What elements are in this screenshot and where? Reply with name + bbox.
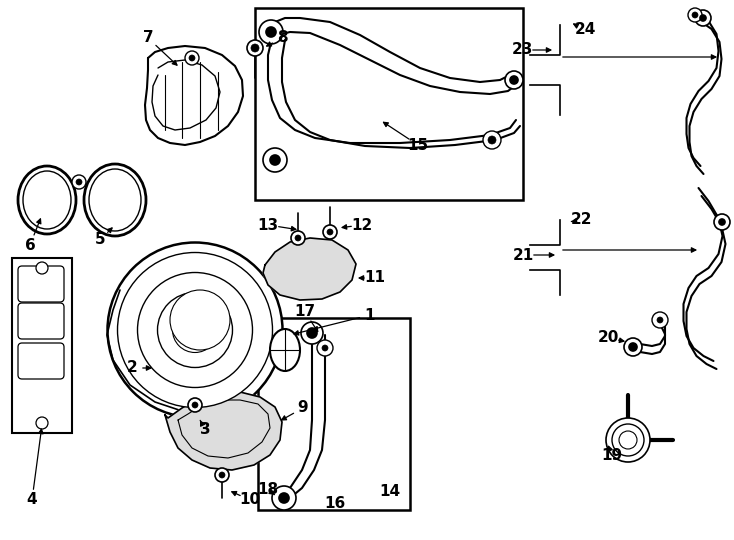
Ellipse shape [89, 169, 141, 231]
Ellipse shape [23, 171, 71, 229]
Circle shape [36, 262, 48, 274]
Circle shape [185, 51, 199, 65]
Circle shape [291, 231, 305, 245]
Text: 5: 5 [95, 233, 105, 247]
Circle shape [72, 175, 86, 189]
FancyBboxPatch shape [18, 303, 64, 339]
Circle shape [695, 10, 711, 26]
Circle shape [317, 340, 333, 356]
Circle shape [76, 179, 82, 185]
FancyArrowPatch shape [168, 367, 171, 369]
Circle shape [266, 27, 276, 37]
Polygon shape [165, 392, 282, 470]
Ellipse shape [270, 329, 300, 371]
Text: 1: 1 [365, 307, 375, 322]
Circle shape [247, 40, 263, 56]
Circle shape [714, 214, 730, 230]
Circle shape [189, 55, 195, 61]
Circle shape [612, 424, 644, 456]
FancyBboxPatch shape [18, 266, 64, 302]
Circle shape [488, 136, 496, 144]
Bar [258, 318, 410, 510]
Text: 23: 23 [512, 43, 533, 57]
Circle shape [251, 44, 259, 52]
Text: 4: 4 [26, 492, 37, 508]
Ellipse shape [170, 290, 230, 350]
Text: 24: 24 [574, 23, 596, 37]
Circle shape [215, 468, 229, 482]
Circle shape [323, 225, 337, 239]
Text: 20: 20 [597, 330, 619, 346]
Circle shape [307, 328, 317, 338]
Circle shape [219, 472, 225, 478]
Circle shape [692, 12, 698, 18]
Circle shape [483, 131, 501, 149]
Text: 19: 19 [601, 448, 622, 462]
Circle shape [279, 493, 289, 503]
Circle shape [327, 229, 333, 235]
Circle shape [652, 312, 668, 328]
Text: 21: 21 [512, 247, 534, 262]
Ellipse shape [107, 242, 283, 417]
Text: 16: 16 [324, 496, 346, 511]
Text: 15: 15 [407, 138, 429, 152]
Circle shape [270, 155, 280, 165]
Circle shape [263, 148, 287, 172]
Ellipse shape [158, 293, 233, 368]
Text: 7: 7 [142, 30, 153, 45]
Ellipse shape [137, 273, 252, 388]
Bar [255, 8, 523, 200]
Text: 3: 3 [200, 422, 211, 437]
Ellipse shape [172, 307, 217, 353]
Text: 18: 18 [258, 483, 279, 497]
Text: 11: 11 [365, 271, 385, 286]
FancyBboxPatch shape [18, 343, 64, 379]
Polygon shape [263, 238, 356, 300]
Circle shape [192, 402, 198, 408]
Circle shape [301, 322, 323, 344]
Circle shape [700, 15, 706, 21]
Text: 6: 6 [25, 238, 35, 253]
Circle shape [322, 345, 328, 351]
Text: 2: 2 [127, 361, 137, 375]
Circle shape [272, 486, 296, 510]
Circle shape [188, 398, 202, 412]
Circle shape [624, 338, 642, 356]
Circle shape [259, 20, 283, 44]
Bar [12, 258, 72, 433]
Text: 17: 17 [294, 305, 316, 320]
Ellipse shape [84, 164, 146, 236]
Text: 9: 9 [298, 401, 308, 415]
Ellipse shape [18, 166, 76, 234]
Circle shape [629, 343, 637, 351]
Text: 13: 13 [258, 218, 279, 233]
Circle shape [505, 71, 523, 89]
Text: 14: 14 [379, 484, 401, 500]
Circle shape [657, 317, 663, 323]
Circle shape [688, 8, 702, 22]
Text: 8: 8 [277, 30, 287, 45]
Circle shape [36, 417, 48, 429]
Circle shape [295, 235, 301, 241]
Circle shape [619, 431, 637, 449]
Text: 22: 22 [571, 213, 593, 227]
Circle shape [606, 418, 650, 462]
Text: 10: 10 [239, 492, 261, 508]
Text: 12: 12 [352, 218, 373, 233]
Circle shape [510, 76, 518, 84]
Circle shape [719, 219, 725, 225]
Ellipse shape [117, 253, 272, 408]
